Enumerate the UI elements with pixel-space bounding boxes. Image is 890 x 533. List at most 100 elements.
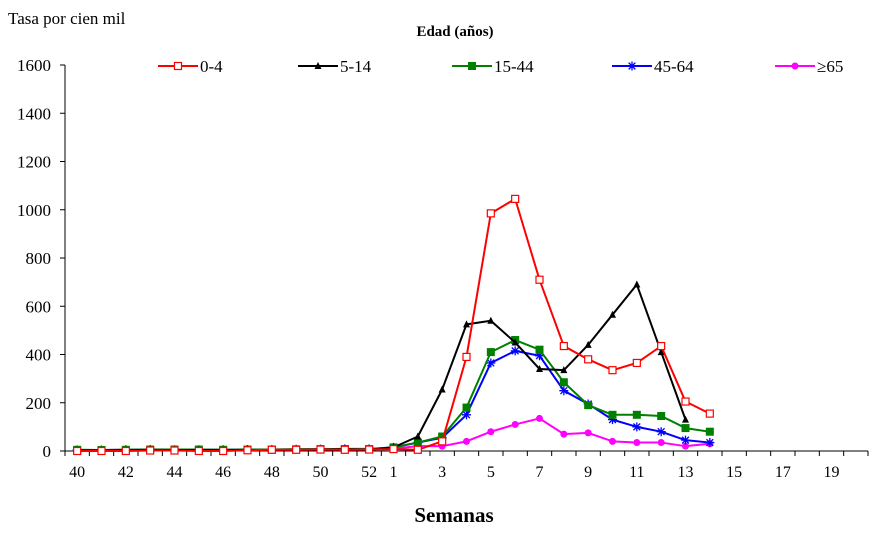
data-point (438, 385, 446, 393)
series-2 (73, 336, 714, 455)
data-point (633, 280, 641, 288)
data-point (609, 310, 616, 318)
legend-item: 5-14 (298, 57, 372, 76)
data-point (656, 427, 666, 437)
data-point (219, 446, 228, 456)
x-tick-label: 9 (584, 464, 592, 481)
data-point (681, 424, 690, 433)
y-tick-label: 200 (26, 394, 52, 413)
data-point (609, 437, 616, 445)
data-point (510, 346, 520, 356)
series-3 (72, 346, 715, 455)
data-point (608, 415, 617, 425)
data-point (560, 366, 568, 374)
data-point (633, 439, 641, 447)
y-tick-label: 1600 (17, 56, 51, 75)
data-point (73, 446, 82, 456)
legend-label: 45-64 (654, 57, 694, 76)
data-point (389, 444, 398, 454)
data-point (194, 446, 203, 456)
data-point (559, 341, 568, 351)
y-tick-label: 600 (26, 297, 52, 316)
x-tick-label: 44 (167, 464, 183, 481)
data-point (536, 364, 543, 372)
series-line (77, 349, 710, 452)
x-tick-label: 3 (438, 464, 446, 481)
data-point (486, 358, 496, 368)
y-axis-label: Tasa por cien mil (8, 9, 126, 28)
data-point (413, 445, 422, 454)
y-tick-label: 800 (26, 249, 52, 268)
data-point (536, 414, 543, 422)
data-point (584, 429, 592, 437)
data-point (462, 410, 471, 420)
data-point (292, 445, 301, 454)
data-point (632, 422, 642, 432)
data-point (173, 61, 183, 71)
x-tick-label: 40 (69, 464, 85, 481)
data-point (632, 358, 641, 368)
legend-label: 15-44 (494, 57, 534, 76)
data-point (511, 420, 519, 428)
x-axis-label: Semanas (414, 503, 493, 527)
axes: 0 200 400 600 800 1000 1200 1400 1600 40 42 44 46 48 5… (17, 56, 869, 481)
data-point (462, 403, 471, 412)
data-point (486, 348, 495, 357)
data-point (511, 338, 519, 346)
x-tick-label: 42 (118, 464, 134, 481)
x-tick-label: 1 (390, 464, 398, 481)
data-point (627, 61, 637, 71)
legend-label: ≥65 (817, 57, 843, 76)
data-point (463, 437, 470, 445)
data-point (365, 445, 374, 454)
data-point (97, 446, 106, 456)
x-tick-label: 15 (726, 464, 742, 481)
y-tick-label: 400 (26, 346, 52, 365)
data-point (657, 341, 666, 351)
y-tick-label: 0 (43, 442, 52, 461)
x-tick-label: 11 (629, 464, 644, 481)
data-point (121, 446, 130, 456)
data-point (170, 446, 179, 455)
data-point (414, 432, 422, 440)
legend-title: Edad (años) (416, 24, 493, 40)
data-point (681, 435, 690, 445)
data-point (535, 275, 544, 284)
legend-label: 0-4 (200, 57, 223, 76)
data-point (535, 351, 544, 361)
data-point (243, 446, 252, 455)
data-point (705, 427, 714, 436)
data-point (413, 438, 422, 447)
y-tick-label: 1200 (17, 153, 51, 172)
data-point (146, 446, 155, 455)
data-point (511, 194, 520, 203)
data-point (657, 439, 665, 447)
legend-label: 5-14 (340, 57, 372, 76)
data-point (682, 415, 689, 423)
series-layer (72, 194, 715, 456)
legend-item: ≥65 (775, 57, 843, 76)
data-point (316, 445, 325, 454)
legend: 0-4 5-14 15-44 45-64 ≥65 (158, 57, 843, 76)
data-point (486, 209, 495, 218)
data-point (468, 62, 476, 70)
data-point (657, 412, 666, 421)
data-point (608, 410, 617, 419)
data-point (681, 397, 690, 406)
data-point (559, 378, 568, 387)
data-point (462, 352, 471, 362)
x-tick-label: 13 (678, 464, 694, 481)
data-point (463, 320, 470, 328)
series-0 (73, 194, 714, 456)
data-point (584, 340, 592, 348)
x-tick-label: 50 (313, 464, 329, 481)
x-tick-label: 17 (775, 464, 791, 481)
data-point (584, 401, 593, 410)
series-1 (73, 280, 689, 454)
data-point (705, 409, 714, 418)
data-point (314, 62, 322, 69)
y-tick-label: 1000 (17, 201, 51, 220)
legend-item: 0-4 (158, 57, 223, 76)
legend-item: 45-64 (612, 57, 694, 76)
